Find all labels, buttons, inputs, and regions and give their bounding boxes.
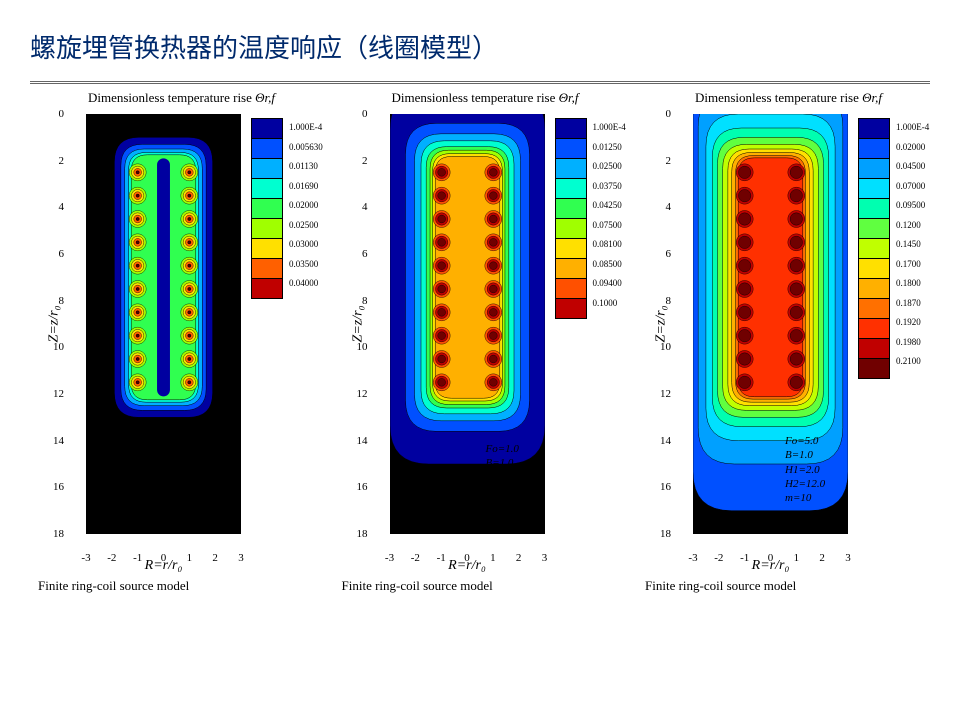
panel-params: Fo=1.0B=1.0H1=2.0H2=12.0m=10 xyxy=(486,442,526,513)
panel-caption: Finite ring-coil source model xyxy=(338,578,633,594)
panel-fo10: Dimensionless temperature rise Θr,f02468… xyxy=(338,90,633,594)
panels-container: Dimensionless temperature rise Θr,f02468… xyxy=(0,84,960,594)
page-title: 螺旋埋管换热器的温度响应（线圈模型） xyxy=(0,0,960,75)
panel-title: Dimensionless temperature rise Θr,f xyxy=(338,90,633,106)
colorbar: 1.000E-40.0056300.011300.016900.020000.0… xyxy=(251,118,329,299)
colorbar: 1.000E-40.012500.025000.037500.042500.07… xyxy=(555,118,633,319)
colorbar: 1.000E-40.020000.045000.070000.095000.12… xyxy=(858,118,936,379)
panel-params: Fo=0.2B=1.0H1=2.0H2=12.0m=10 xyxy=(182,442,222,513)
panel-caption: Finite ring-coil source model xyxy=(641,578,936,594)
panel-title: Dimensionless temperature rise Θr,f xyxy=(641,90,936,106)
panel-title: Dimensionless temperature rise Θr,f xyxy=(34,90,329,106)
panel-fo50: Dimensionless temperature rise Θr,f02468… xyxy=(641,90,936,594)
y-axis-label: Z=z/r₀ xyxy=(653,306,669,343)
y-axis-label: Z=z/r₀ xyxy=(46,306,62,343)
footer-gradient xyxy=(0,650,960,720)
panel-fo02: Dimensionless temperature rise Θr,f02468… xyxy=(34,90,329,594)
panel-caption: Finite ring-coil source model xyxy=(34,578,329,594)
y-axis-label: Z=z/r₀ xyxy=(350,306,366,343)
panel-params: Fo=5.0B=1.0H1=2.0H2=12.0m=10 xyxy=(785,434,825,505)
